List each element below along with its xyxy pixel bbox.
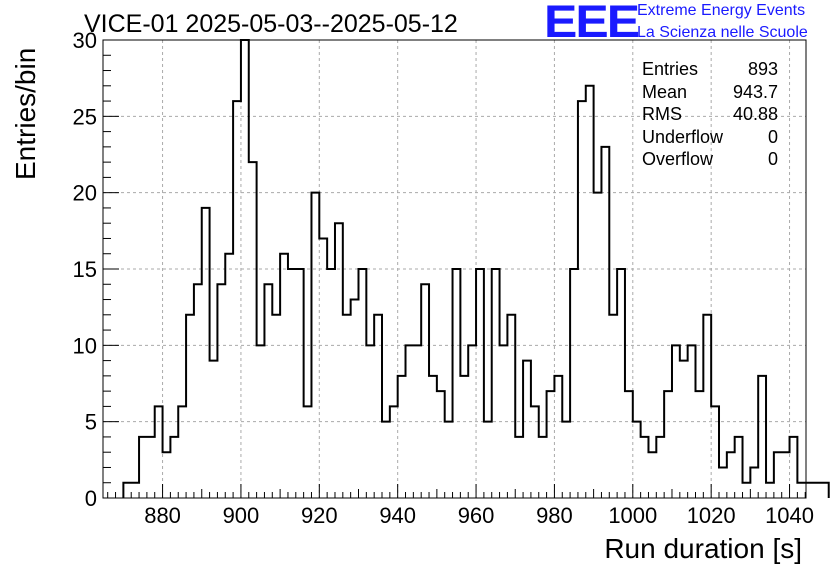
stats-row-entries: Entries 893 [642, 58, 778, 81]
stats-value: 40.88 [732, 104, 778, 124]
histogram-line [122, 39, 830, 498]
stats-label: Underflow [642, 126, 724, 147]
stats-label: RMS [642, 104, 682, 124]
logo-line-2: La Scienza nelle Scuole [637, 24, 808, 41]
x-tick-label: 880 [144, 503, 181, 528]
x-tick-label: 1020 [687, 503, 736, 528]
stats-label: Overflow [642, 149, 714, 169]
x-axis: 880 900 920 940 960 980 1000 1020 1040 [107, 484, 814, 528]
x-tick-label: 900 [223, 503, 260, 528]
stats-row-rms: RMS 40.88 [642, 103, 778, 126]
x-tick-label: 1040 [765, 503, 814, 528]
stats-label: Mean [642, 81, 688, 102]
stats-value: 943.7 [732, 81, 778, 102]
y-tick-label: 20 [73, 181, 97, 206]
x-tick-label: 980 [536, 503, 573, 528]
logo-line-1: Extreme Energy Events [637, 2, 806, 19]
stats-value: 0 [767, 149, 778, 169]
y-axis: 0 5 10 15 20 25 30 [73, 28, 119, 511]
x-tick-label: 920 [301, 503, 338, 528]
y-tick-label: 25 [73, 104, 97, 129]
y-tick-label: 15 [73, 257, 97, 282]
y-axis-label: Entries/bin [10, 47, 41, 180]
x-tick-label: 960 [458, 503, 495, 528]
stats-value: 893 [747, 59, 778, 79]
eee-logo: EEE [544, 0, 640, 48]
stats-value: 0 [767, 126, 778, 147]
y-tick-label: 5 [85, 410, 97, 435]
x-axis-label: Run duration [s] [604, 533, 802, 564]
y-tick-label: 0 [85, 486, 97, 511]
stats-box: Entries 893 Mean 943.7 RMS 40.88 Underfl… [642, 58, 778, 171]
stats-label: Entries [642, 59, 699, 79]
stats-row-underflow: Underflow 0 [642, 126, 778, 149]
chart-title: VICE-01 2025-05-03--2025-05-12 [84, 10, 458, 38]
stats-row-mean: Mean 943.7 [642, 81, 778, 104]
y-tick-label: 30 [73, 28, 97, 53]
stats-row-overflow: Overflow 0 [642, 148, 778, 171]
x-tick-label: 940 [379, 503, 416, 528]
y-tick-label: 10 [73, 333, 97, 358]
x-tick-label: 1000 [608, 503, 657, 528]
